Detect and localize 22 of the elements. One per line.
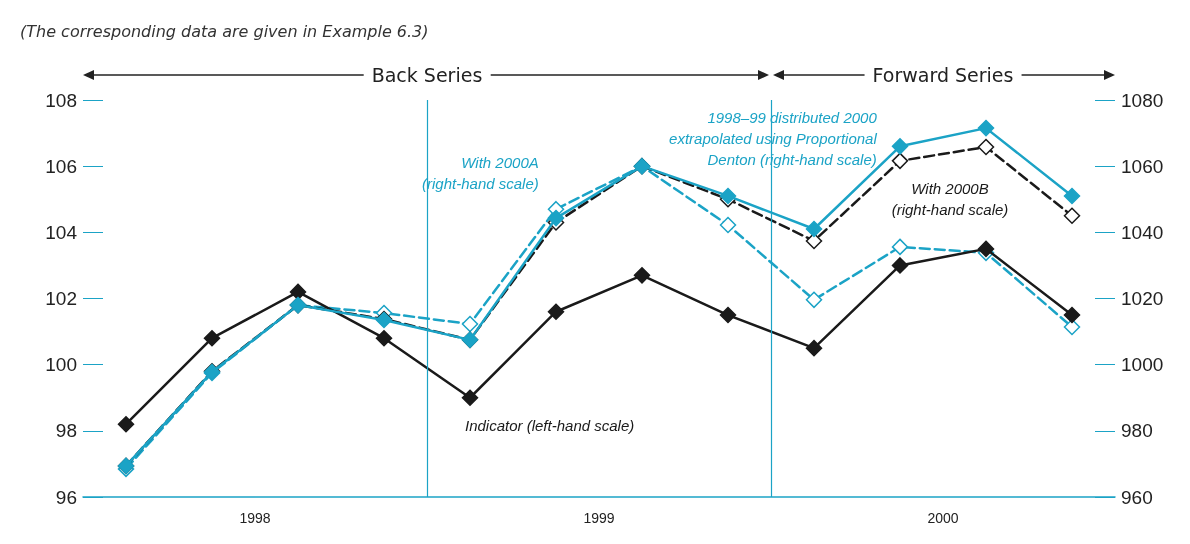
y-tick-label: 100 — [45, 354, 77, 376]
series-label: Indicator (left-hand scale) — [465, 417, 635, 434]
text: Forward Series — [864, 64, 1022, 86]
y2-tick-label: 1040 — [1121, 221, 1164, 243]
y2-tick-label: 1080 — [1121, 89, 1164, 111]
y2-tick-label: 960 — [1121, 486, 1153, 508]
y2-tick-label: 1020 — [1121, 288, 1164, 309]
text: Back Series — [363, 64, 491, 86]
y-tick-label: 106 — [45, 155, 77, 177]
x-tick-label: 1998 — [239, 510, 271, 526]
y2-tick-label: 1060 — [1121, 155, 1164, 177]
series-label: With 2000B (right-hand scale) — [891, 180, 1009, 219]
y2-tick-label: 1000 — [1121, 354, 1164, 376]
x-tick-label: 2000 — [927, 510, 959, 526]
y-tick-label: 108 — [45, 89, 77, 111]
y-tick-label: 96 — [55, 486, 77, 508]
y-tick-label: 98 — [55, 420, 77, 442]
y-tick-label: 104 — [45, 221, 78, 243]
y2-tick-label: 980 — [1121, 420, 1153, 442]
text: (The corresponding data are given in Example 6.3) — [20, 22, 429, 41]
y-tick-label: 102 — [45, 288, 77, 309]
x-tick-label: 1999 — [583, 510, 615, 526]
